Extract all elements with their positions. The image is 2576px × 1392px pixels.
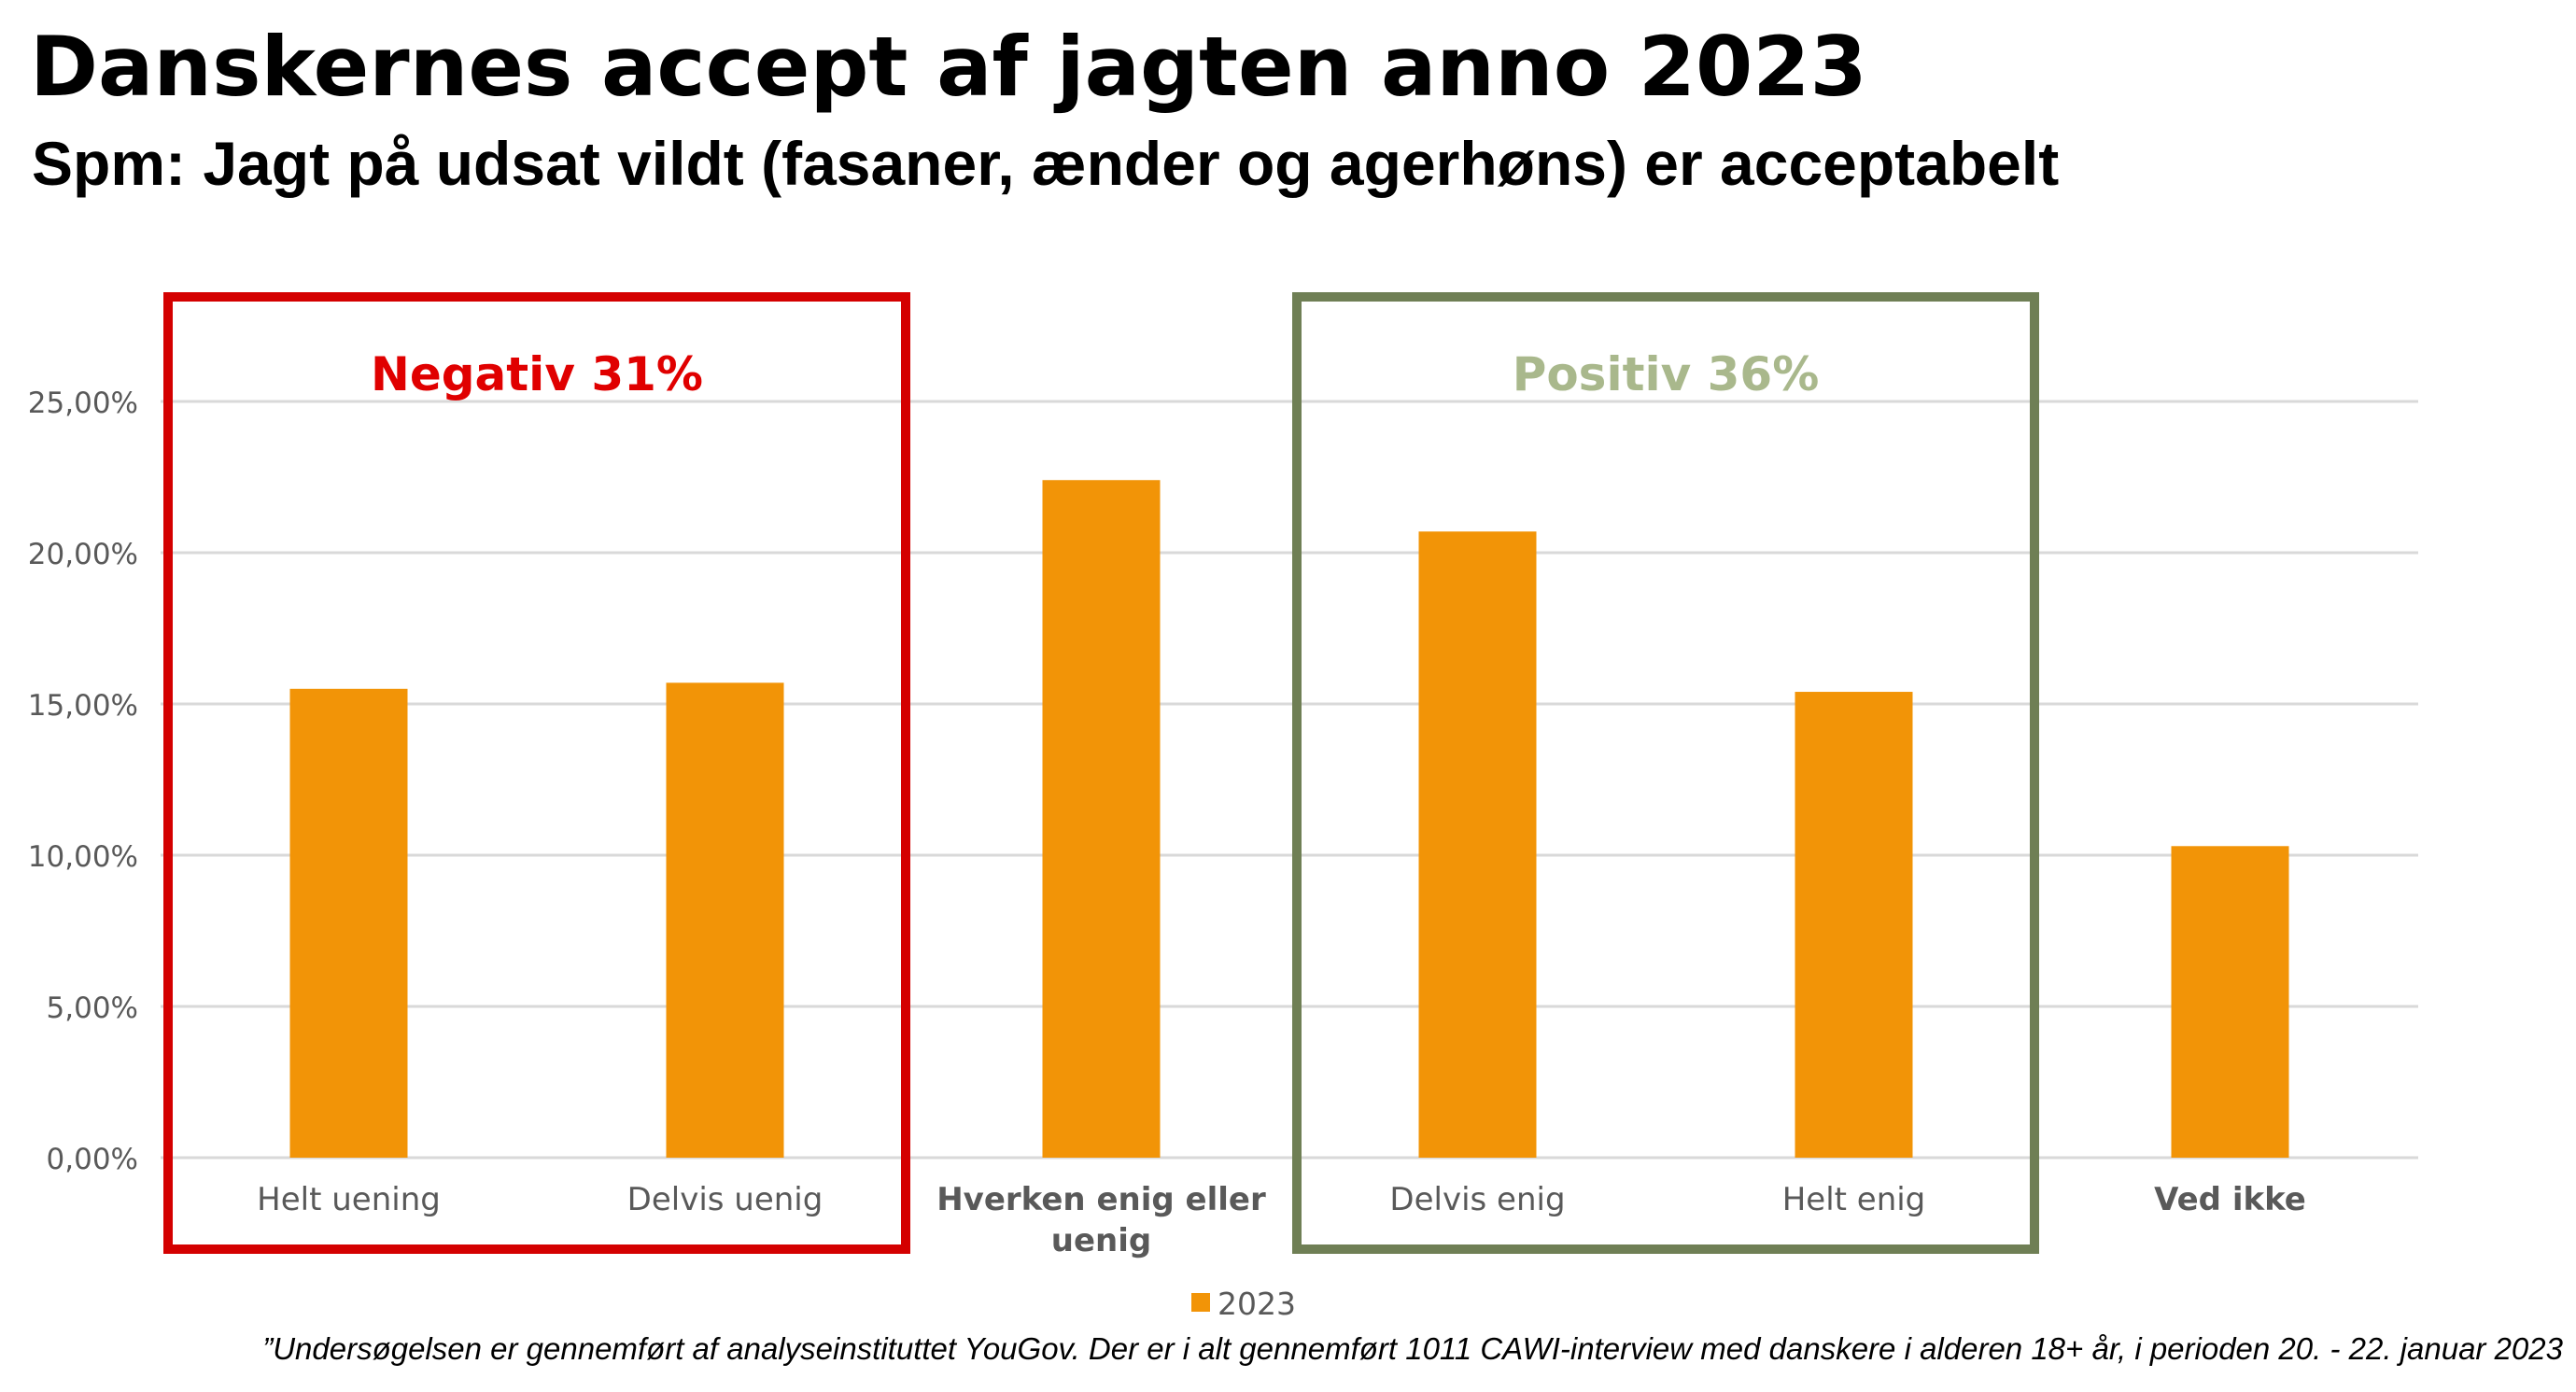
x-tick-label: Helt enig — [1782, 1181, 1926, 1218]
x-tick-label: Delvis uenig — [627, 1181, 823, 1218]
positive-group-box — [1292, 292, 2039, 1254]
positive-group-label: Positiv 36% — [1513, 347, 1820, 401]
negative-group-box — [163, 292, 910, 1254]
negative-group-label: Negativ 31% — [371, 347, 703, 401]
source-footnote: ”Undersøgelsen er gennemført af analysei… — [262, 1331, 2563, 1366]
y-tick-label: 25,00% — [28, 387, 138, 420]
y-axis-ticks: 0,00% 5,00% 10,00% 15,00% 20,00% 25,00% — [28, 387, 138, 1176]
y-tick-label: 10,00% — [28, 840, 138, 874]
bar-2 — [666, 682, 784, 1158]
page-title: Danskernes accept af jagten anno 2023 — [30, 19, 1867, 115]
page-subtitle: Spm: Jagt på udsat vildt (fasaner, ænder… — [32, 129, 2060, 198]
bar-5 — [1795, 692, 1913, 1158]
bar-4 — [1418, 531, 1537, 1158]
x-axis-labels: Helt uening Delvis uenig Hverken enig elle… — [257, 1181, 2306, 1259]
bar-1 — [289, 688, 408, 1158]
y-tick-label: 5,00% — [47, 991, 138, 1025]
x-tick-label: Delvis enig — [1389, 1181, 1565, 1218]
bar-6 — [2171, 846, 2289, 1158]
bars — [289, 480, 2289, 1158]
annotation-boxes: Negativ 31% Positiv 36% — [163, 292, 2039, 1254]
bar-3 — [1042, 480, 1161, 1158]
legend-swatch — [1191, 1293, 1210, 1312]
y-tick-label: 15,00% — [28, 689, 138, 723]
y-tick-label: 20,00% — [28, 538, 138, 571]
legend: 2023 — [1191, 1286, 1296, 1322]
gridlines — [161, 400, 2418, 1160]
x-tick-label: Ved ikke — [2154, 1181, 2306, 1218]
x-tick-label: Helt uening — [257, 1181, 441, 1218]
y-tick-label: 0,00% — [47, 1143, 138, 1176]
x-tick-label: Hverken enig eller uenig — [936, 1181, 1266, 1259]
legend-label: 2023 — [1218, 1286, 1296, 1322]
